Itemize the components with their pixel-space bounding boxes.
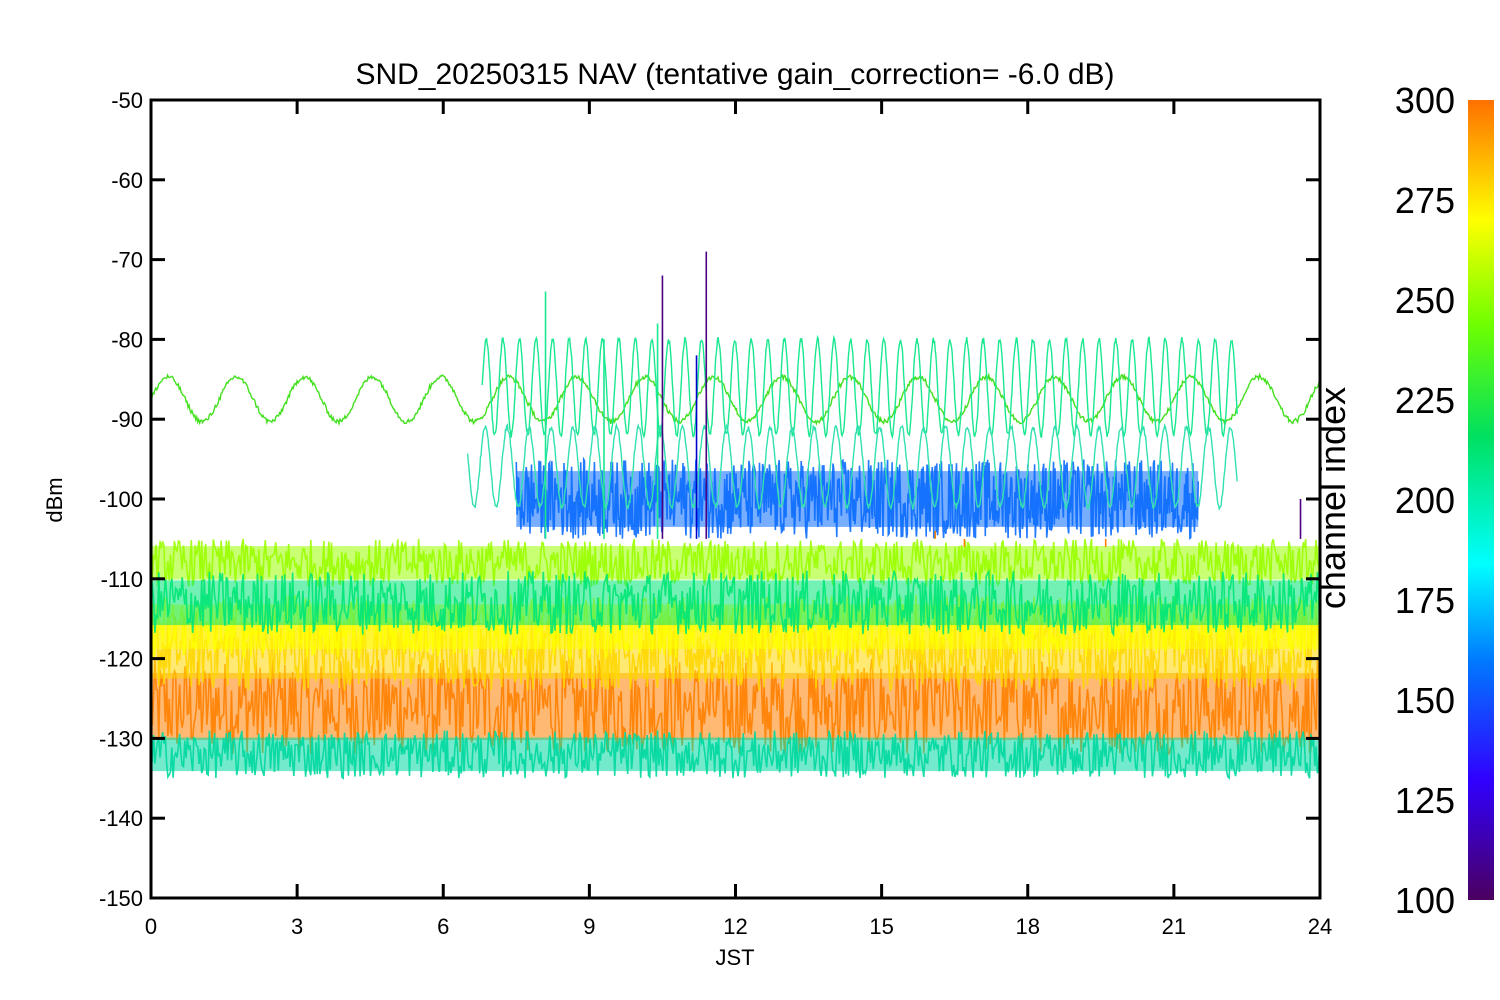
x-tick-label: 24: [1308, 914, 1332, 939]
colorbar-tick-label: 250: [1395, 280, 1455, 321]
colorbar-ticks: 300 275 250 225 200 175 150 125 100: [1395, 80, 1455, 921]
colorbar-tick-label: 100: [1395, 880, 1455, 921]
x-tick-label: 15: [869, 914, 893, 939]
x-tick-label: 18: [1016, 914, 1040, 939]
series-band-ch160: [515, 456, 1199, 540]
y-tick-label: -110: [101, 567, 143, 592]
series-band-fill: [151, 546, 1320, 580]
series-sine-ch215: [481, 334, 1238, 440]
series-band-ch290: [151, 656, 1320, 756]
y-tick-label: -100: [99, 487, 143, 512]
x-tick-label: 3: [291, 914, 303, 939]
series-band-fill: [151, 737, 1320, 772]
colorbar-tick-label: 150: [1395, 680, 1455, 721]
x-tick-label: 6: [437, 914, 449, 939]
y-tick-label: -90: [111, 407, 143, 432]
x-tick-label: 0: [145, 914, 157, 939]
colorbar-tick-label: 275: [1395, 180, 1455, 221]
chart-title: SND_20250315 NAV (tentative gain_correct…: [355, 58, 1114, 91]
colorbar-tick-label: 200: [1395, 480, 1455, 521]
series-band-ch245: [151, 537, 1320, 589]
colorbar-tick-label: 225: [1395, 380, 1455, 421]
series-sine-ch238: [151, 372, 1320, 427]
x-tick-label: 9: [583, 914, 595, 939]
x-tick-label: 12: [723, 914, 747, 939]
y-tick-label: -70: [111, 248, 143, 273]
series-band-ch215: [151, 569, 1320, 638]
colorbar-tick-label: 125: [1395, 780, 1455, 821]
series-sine-ch205: [466, 422, 1238, 512]
colorbar-tick-label: 175: [1395, 580, 1455, 621]
colorbar-tick-label: 300: [1395, 80, 1455, 121]
x-axis: 0 3 6 9 12 15 18 21 24: [145, 100, 1332, 939]
series-band-fill: [151, 580, 1320, 626]
y-axis-label: dBm: [42, 477, 67, 522]
plot-area: [151, 251, 1320, 781]
y-tick-label: -60: [111, 168, 143, 193]
y-tick-label: -120: [99, 647, 143, 672]
colorbar-label: channel index: [1312, 387, 1353, 609]
series-band-fill: [516, 471, 1199, 527]
y-tick-label: -150: [99, 886, 143, 911]
series-band-ch200: [151, 729, 1320, 781]
y-tick-label: -80: [111, 327, 143, 352]
y-axis: -50 -60 -70 -80 -90 -100 -110 -120 -130 -140 -150: [99, 88, 1320, 911]
y-tick-label: -130: [99, 726, 143, 751]
x-tick-label: 21: [1162, 914, 1186, 939]
x-axis-label: JST: [715, 945, 754, 970]
colorbar: [1468, 100, 1494, 900]
y-tick-label: -50: [111, 88, 143, 113]
y-tick-label: -140: [99, 806, 143, 831]
series-band-fill: [151, 672, 1320, 740]
